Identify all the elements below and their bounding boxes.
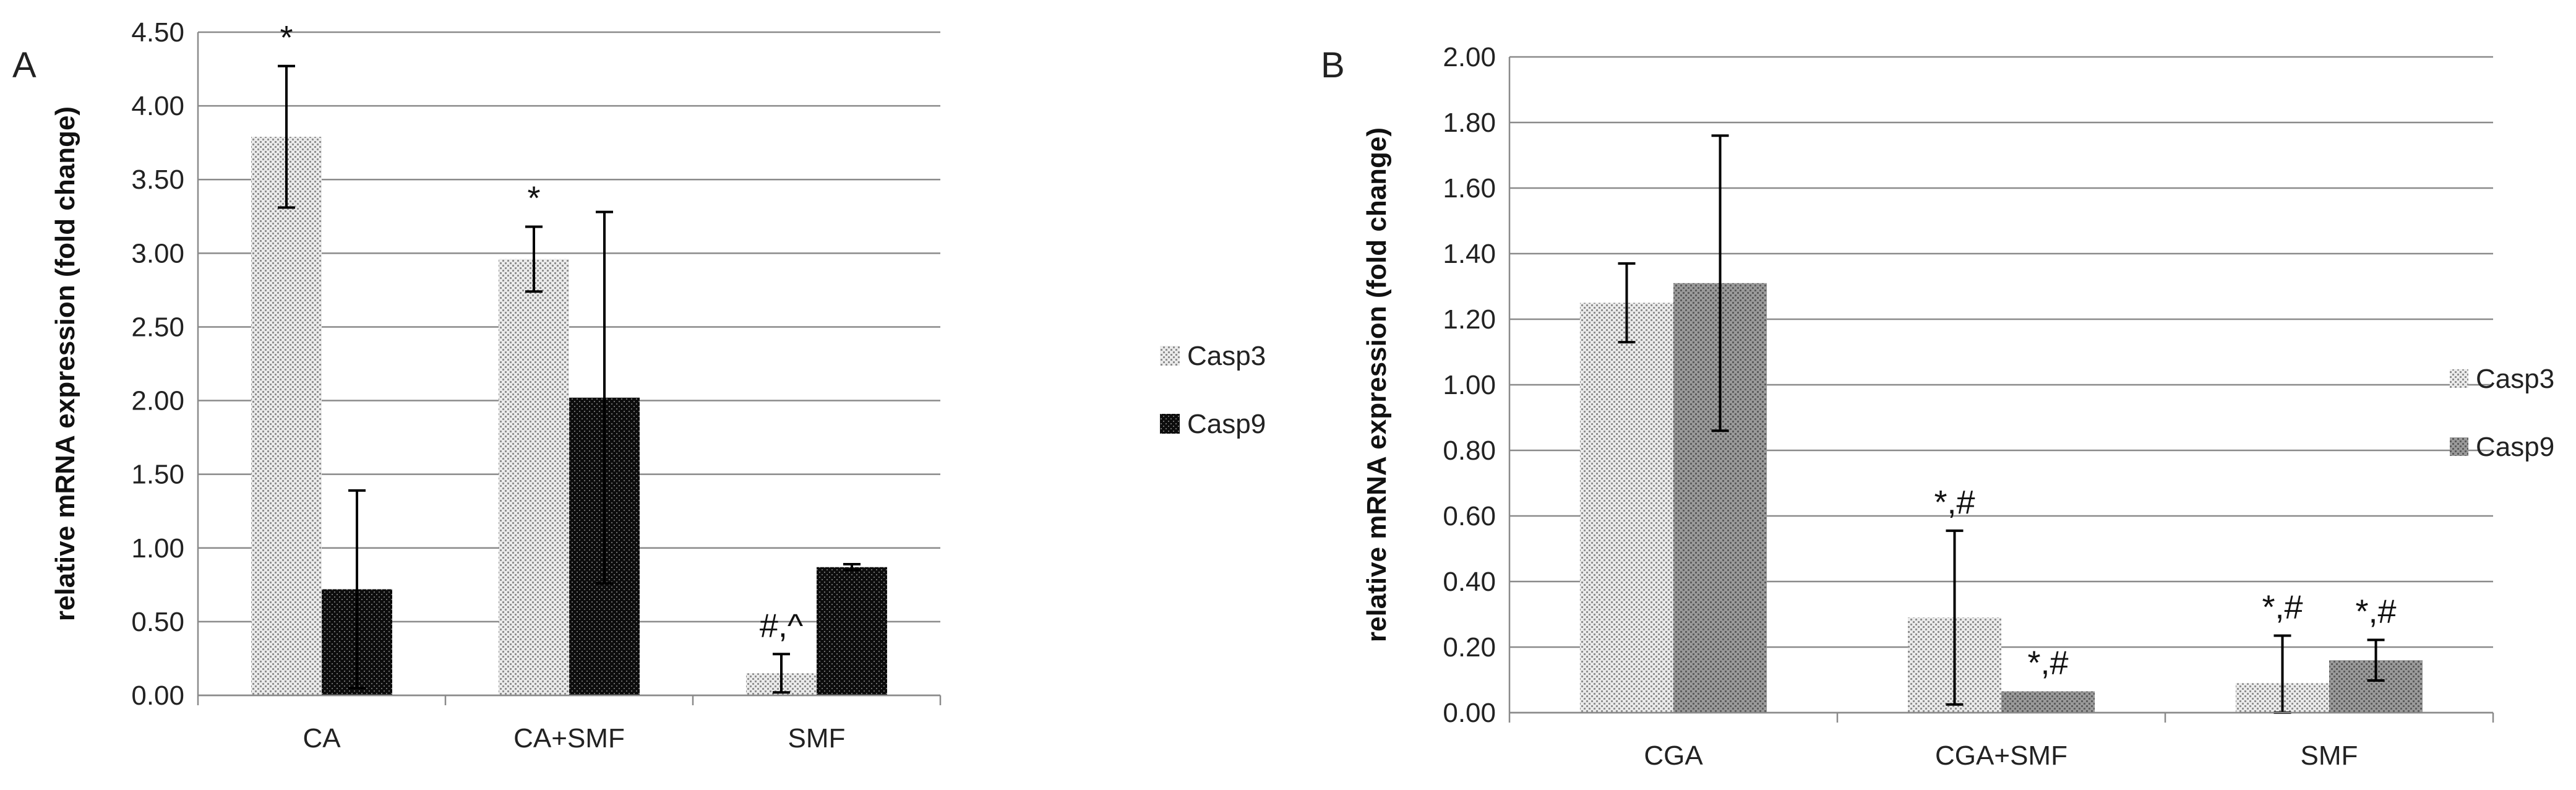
y-tick-label: 1.20 [1443,304,1496,335]
legend: Casp3 Casp9 [2450,364,2554,462]
x-tick-label: CA+SMF [513,723,625,754]
legend-label: Casp9 [2476,432,2554,462]
y-tick-label: 0.00 [131,681,184,711]
legend-swatch-casp9 [2450,437,2468,456]
y-tick-label: 2.50 [131,312,184,342]
x-tick-label: CGA [1644,741,1703,771]
y-tick-label: 0.80 [1443,436,1496,466]
y-tick-label: 1.40 [1443,239,1496,269]
y-tick-label: 1.60 [1443,173,1496,204]
x-tick-label: SMF [2301,741,2358,771]
legend: Casp3 Casp9 [1160,341,1266,439]
y-tick-label: 0.60 [1443,501,1496,531]
significance-annotation: *,# [1934,484,1975,521]
y-tick-label: 4.00 [131,91,184,121]
chart-panel-b: B 0.00 0.20 0.40 0.60 0.80 1.00 1.20 1.40 1.60 1.8… [1321,42,2554,771]
significance-annotation: *,# [2262,588,2303,625]
significance-annotation: *,# [2355,593,2396,630]
y-tick-label: 2.00 [131,386,184,416]
significance-annotation: *,# [2027,645,2068,682]
legend-swatch-casp3 [2450,369,2468,388]
legend-swatch-casp3 [1160,346,1180,366]
y-tick-label: 1.00 [131,533,184,564]
x-tick-label: SMF [788,723,846,754]
y-tick-label: 0.20 [1443,632,1496,663]
legend-label: Casp3 [2476,364,2554,394]
y-tick-label: 1.50 [131,460,184,490]
bar-casp3 [499,259,569,696]
y-tick-label: 1.00 [1443,370,1496,400]
y-tick-label: 3.00 [131,238,184,268]
legend-label: Casp3 [1187,341,1266,371]
x-tick-label: CA [303,723,341,754]
chart-panel-a: A 0.00 0.50 1.00 1.50 2.00 2.50 3.00 3.50 4.00 4.5… [12,17,1266,754]
y-tick-label: 2.00 [1443,42,1496,72]
legend-swatch-casp9 [1160,414,1180,434]
bar-casp9 [2001,691,2095,713]
legend-label: Casp9 [1187,409,1266,439]
panel-label: B [1321,45,1345,85]
y-axis-title: relative mRNA expression (fold change) [1362,127,1392,642]
significance-annotation: * [280,19,293,56]
y-tick-label: 4.50 [131,17,184,48]
y-tick-label: 0.50 [131,607,184,637]
bar-casp9 [817,567,887,695]
y-axis-title: relative mRNA expression (fold change) [50,106,80,621]
x-tick-label: CGA+SMF [1935,741,2067,771]
y-tick-label: 1.80 [1443,108,1496,138]
bar-casp3 [1579,303,1673,713]
panel-label: A [12,45,36,85]
y-tick-label: 0.00 [1443,698,1496,728]
y-tick-label: 3.50 [131,165,184,195]
y-tick-label: 0.40 [1443,567,1496,597]
significance-annotation: #,^ [760,607,804,644]
significance-annotation: * [527,179,540,217]
bar-casp3 [251,137,322,696]
